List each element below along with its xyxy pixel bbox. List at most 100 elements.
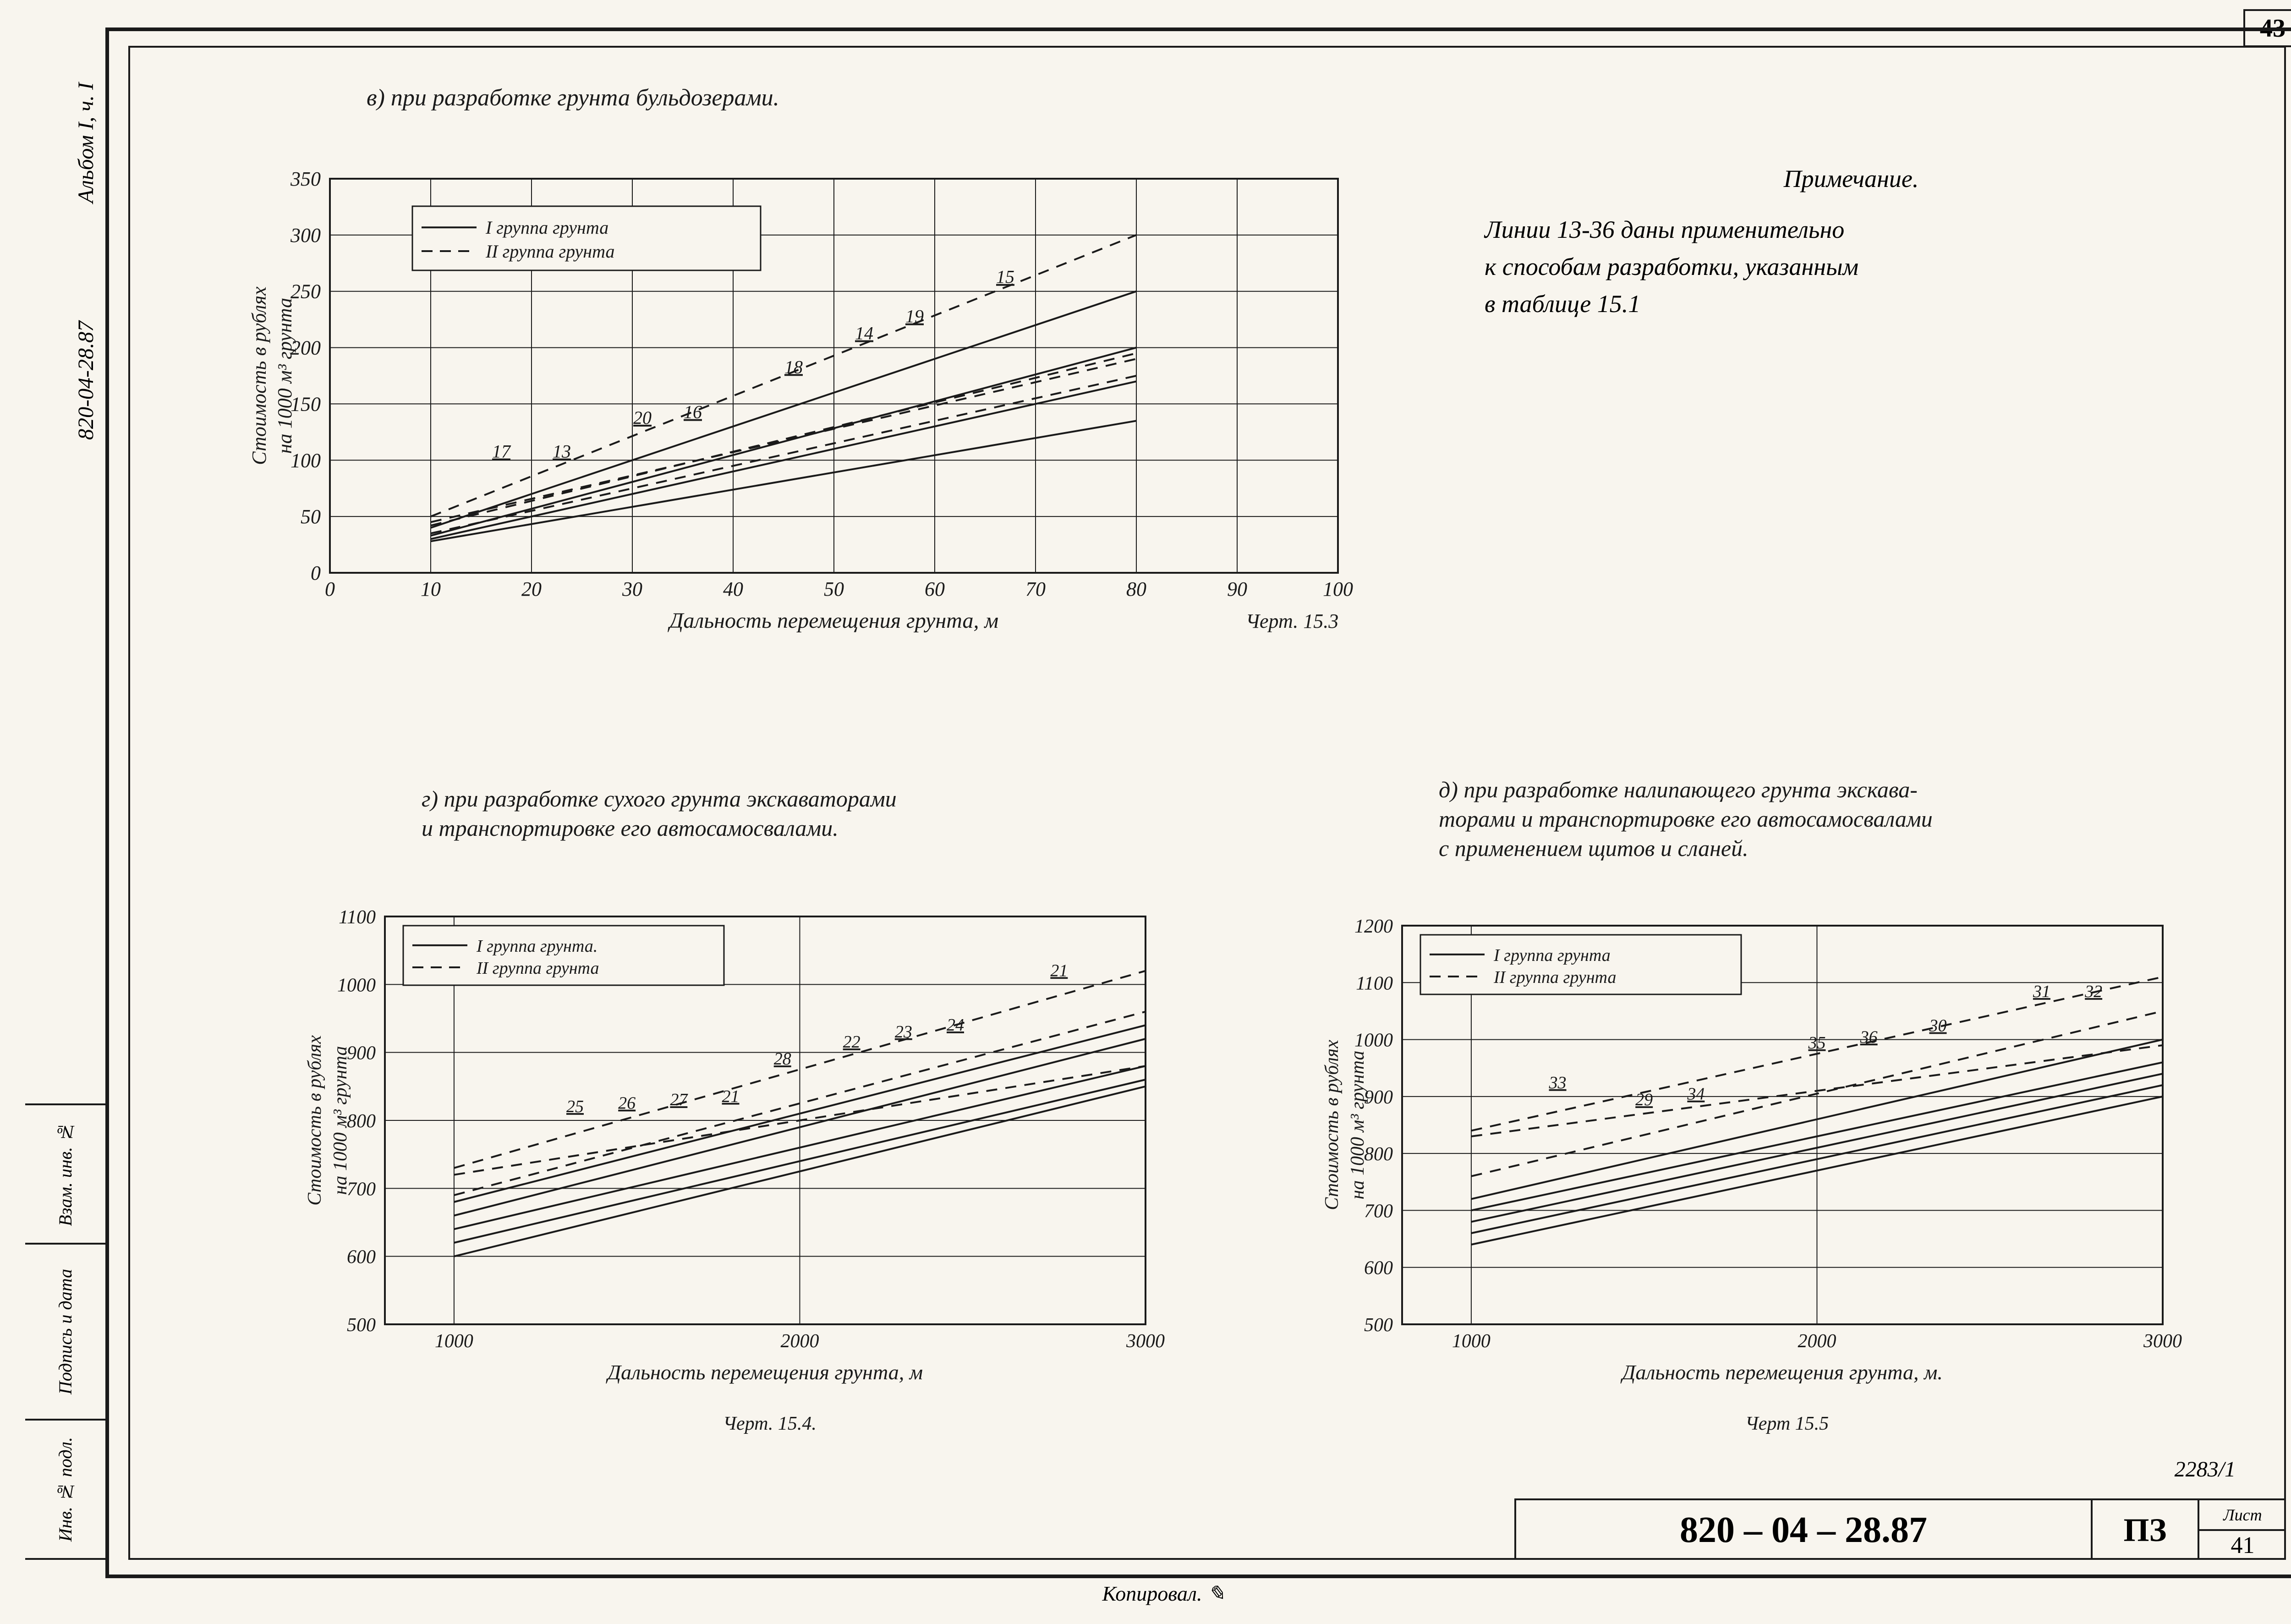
svg-text:0: 0 <box>325 578 335 600</box>
title-block-list: Лист 41 <box>2199 1500 2286 1560</box>
left-stamp-strip: Взам. инв. № Подпись и дата Инв. № подл. <box>25 1103 107 1560</box>
svg-text:17: 17 <box>492 441 511 462</box>
footer-copy-label: Копировал. ✎ <box>1102 1581 1225 1606</box>
svg-text:26: 26 <box>618 1094 636 1113</box>
svg-text:2000: 2000 <box>780 1331 819 1352</box>
left-stamp-cell-3: Взам. инв. № <box>25 1105 105 1243</box>
svg-text:г) при разработке сухого грунт: г) при разработке сухого грунта экскават… <box>422 786 897 812</box>
left-stamp-text-2: Подпись и дата <box>55 1269 76 1394</box>
svg-text:и транспортировке его автосамо: и транспортировке его автосамосвалами. <box>422 815 839 841</box>
svg-text:700: 700 <box>347 1179 376 1200</box>
svg-text:27: 27 <box>670 1090 688 1109</box>
svg-text:20: 20 <box>521 578 542 600</box>
svg-text:1200: 1200 <box>1354 916 1393 937</box>
svg-text:II группа грунта: II группа грунта <box>476 959 599 978</box>
doc-code-vertical: 820-04-28.87 <box>73 321 99 440</box>
svg-text:600: 600 <box>347 1247 376 1268</box>
svg-text:24: 24 <box>947 1015 964 1035</box>
svg-text:Черт. 15.4.: Черт. 15.4. <box>723 1413 817 1434</box>
note-line-3: в таблице 15.1 <box>1485 285 2218 323</box>
svg-text:Дальность перемещения грунта,: Дальность перемещения грунта, м. <box>1620 1361 1943 1384</box>
svg-text:15: 15 <box>996 267 1014 287</box>
svg-text:1100: 1100 <box>339 907 376 928</box>
left-stamp-text-1: Инв. № подл. <box>55 1437 76 1542</box>
svg-text:Стоимость в рублях: Стоимость в рублях <box>304 1035 325 1206</box>
svg-text:600: 600 <box>1364 1258 1393 1279</box>
svg-text:500: 500 <box>1364 1315 1393 1336</box>
svg-text:22: 22 <box>843 1032 860 1052</box>
svg-text:900: 900 <box>1364 1087 1393 1108</box>
note-heading: Примечание. <box>1485 160 2218 198</box>
svg-text:на 1000 м³ грунта: на 1000 м³ грунта <box>330 1046 351 1195</box>
svg-text:30: 30 <box>1929 1016 1947 1036</box>
svg-text:2000: 2000 <box>1798 1331 1836 1352</box>
left-stamp-cell-1: Инв. № подл. <box>25 1419 105 1558</box>
svg-text:28: 28 <box>774 1049 791 1069</box>
svg-text:20: 20 <box>633 407 652 428</box>
svg-text:1000: 1000 <box>1354 1030 1393 1051</box>
svg-text:23: 23 <box>895 1022 912 1042</box>
svg-text:500: 500 <box>347 1315 376 1336</box>
svg-text:50: 50 <box>824 578 844 600</box>
svg-text:100: 100 <box>1323 578 1353 600</box>
svg-text:в) при разработке грунта бульд: в) при разработке грунта бульдозерами. <box>367 85 779 111</box>
chart-v-svg: в) при разработке грунта бульдозерами. 0 1… <box>192 78 1375 664</box>
svg-text:800: 800 <box>347 1111 376 1132</box>
svg-text:10: 10 <box>421 578 441 600</box>
svg-text:40: 40 <box>723 578 743 600</box>
svg-text:Черт 15.5: Черт 15.5 <box>1745 1413 1829 1434</box>
svg-text:32: 32 <box>2084 982 2102 1001</box>
svg-text:700: 700 <box>1364 1201 1393 1222</box>
title-block-code: 820 – 04 – 28.87 <box>1516 1500 2093 1560</box>
svg-text:30: 30 <box>622 578 642 600</box>
note-line-2: к способам разработки, указанным <box>1485 248 2218 285</box>
svg-text:Дальность перемещения грунта,: Дальность перемещения грунта, м <box>668 609 998 633</box>
svg-text:29: 29 <box>1635 1090 1653 1109</box>
svg-text:0: 0 <box>311 562 321 584</box>
title-block-mark: ПЗ <box>2093 1500 2199 1560</box>
svg-text:I группа грунта.: I группа грунта. <box>476 937 597 956</box>
svg-text:II группа грунта: II группа грунта <box>1493 968 1616 987</box>
svg-text:33: 33 <box>1549 1073 1567 1092</box>
svg-text:на 1000 м³ грунта: на 1000 м³ грунта <box>274 298 296 454</box>
drawing-sheet: 43 Альбом I, ч. I 820-04-28.87 Взам. инв… <box>0 0 2291 1624</box>
svg-text:21: 21 <box>1050 961 1068 980</box>
svg-text:1000: 1000 <box>435 1331 473 1352</box>
svg-text:с применением щитов и сланей.: с применением щитов и сланей. <box>1439 835 1748 861</box>
chart-g-svg: г) при разработке сухого грунта экскават… <box>257 779 1173 1443</box>
svg-text:900: 900 <box>347 1043 376 1064</box>
footer-copy-text: Копировал. <box>1102 1582 1202 1605</box>
svg-text:Черт. 15.3: Черт. 15.3 <box>1246 610 1339 632</box>
svg-text:торами и транспортировке его а: торами и транспортировке его автосамосва… <box>1439 806 1933 832</box>
left-stamp-text-3: Взам. инв. № <box>55 1122 76 1226</box>
title-block-row: 820 – 04 – 28.87 ПЗ Лист 41 <box>1516 1500 2286 1560</box>
svg-text:II группа грунта: II группа грунта <box>485 241 615 262</box>
svg-text:3000: 3000 <box>1126 1331 1165 1352</box>
svg-text:50: 50 <box>301 505 321 528</box>
svg-text:60: 60 <box>925 578 945 600</box>
svg-text:1000: 1000 <box>1452 1331 1491 1352</box>
left-stamp-cell-2: Подпись и дата <box>25 1243 105 1419</box>
svg-text:14: 14 <box>855 323 873 344</box>
title-block-list-num: 41 <box>2199 1531 2286 1560</box>
svg-text:19: 19 <box>905 306 924 327</box>
svg-text:16: 16 <box>684 402 702 422</box>
chart-d-panel: д) при разработке налипающего грунта экс… <box>1274 779 2190 1443</box>
svg-text:I группа грунта: I группа грунта <box>1493 946 1611 965</box>
svg-text:Дальность перемещения грунта,: Дальность перемещения грунта, м <box>606 1361 923 1384</box>
svg-text:31: 31 <box>2033 982 2050 1001</box>
svg-text:1100: 1100 <box>1356 973 1393 994</box>
note-block: Примечание. Линии 13-36 даны применитель… <box>1485 160 2218 323</box>
svg-text:на 1000 м³ грунта: на 1000 м³ грунта <box>1347 1051 1368 1200</box>
svg-text:3000: 3000 <box>2143 1331 2182 1352</box>
svg-text:800: 800 <box>1364 1144 1393 1165</box>
svg-text:350: 350 <box>290 168 321 190</box>
svg-text:36: 36 <box>1860 1027 1878 1047</box>
svg-text:I группа грунта: I группа грунта <box>485 217 608 238</box>
album-label-vertical: Альбом I, ч. I <box>73 82 99 203</box>
chart-d-svg: д) при разработке налипающего грунта экс… <box>1274 779 2190 1443</box>
chart-v-panel: в) при разработке грунта бульдозерами. 0 1… <box>192 78 1375 664</box>
title-block: 820 – 04 – 28.87 ПЗ Лист 41 <box>1514 1498 2286 1560</box>
svg-text:Стоимость в рублях: Стоимость в рублях <box>1321 1040 1343 1210</box>
svg-text:18: 18 <box>784 357 803 377</box>
